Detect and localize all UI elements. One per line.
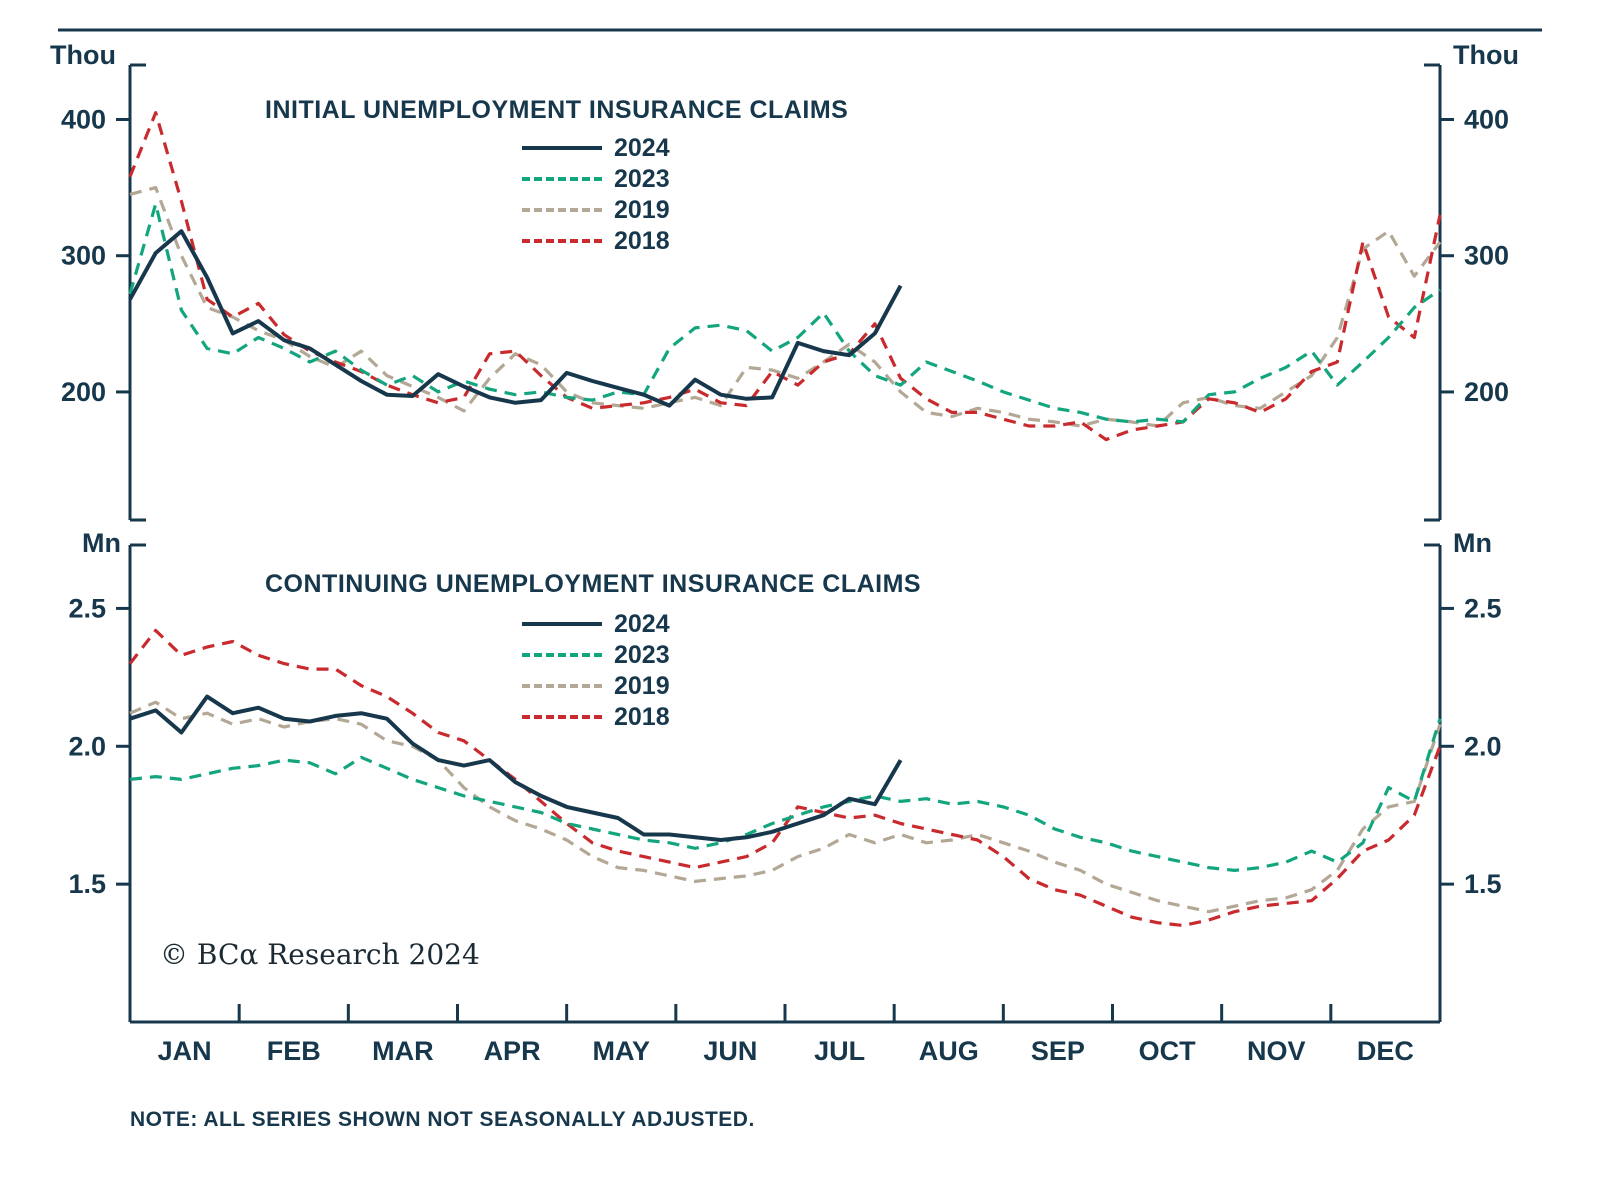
month-label-nov: NOV [1247, 1036, 1306, 1066]
svg-text:2.0: 2.0 [1464, 731, 1502, 761]
bottom-chart-title: CONTINUING UNEMPLOYMENT INSURANCE CLAIMS [265, 570, 922, 598]
legend-label: 2023 [614, 164, 670, 193]
legend-line-sample [522, 653, 602, 657]
legend-item-2024: 2024 [522, 609, 670, 638]
month-label-sep: SEP [1031, 1036, 1085, 1066]
top-chart-legend: 2024 2023 2019 2018 [522, 133, 670, 255]
month-label-mar: MAR [372, 1036, 434, 1066]
svg-text:1.5: 1.5 [68, 869, 106, 899]
svg-text:300: 300 [1464, 241, 1509, 271]
legend-line-sample [522, 146, 602, 150]
month-label-jul: JUL [814, 1036, 865, 1066]
legend-line-sample [522, 208, 602, 212]
month-label-jan: JAN [158, 1036, 212, 1066]
svg-text:400: 400 [1464, 104, 1509, 134]
legend-item-2018: 2018 [522, 702, 670, 731]
legend-line-sample [522, 622, 602, 626]
top-chart-title: INITIAL UNEMPLOYMENT INSURANCE CLAIMS [265, 96, 849, 124]
svg-text:200: 200 [61, 377, 106, 407]
svg-text:2.0: 2.0 [68, 731, 106, 761]
month-label-apr: APR [484, 1036, 541, 1066]
month-label-aug: AUG [919, 1036, 979, 1066]
legend-line-sample [522, 715, 602, 719]
legend-item-2019: 2019 [522, 671, 670, 700]
legend-label: 2024 [614, 609, 670, 638]
top-chart-unit-right: Thou [1453, 40, 1519, 70]
bottom-chart-unit-left: Mn [82, 528, 121, 558]
copyright: © BCα Research 2024 [160, 938, 480, 971]
bottom-chart-unit-right: Mn [1453, 528, 1492, 558]
legend-label: 2019 [614, 671, 670, 700]
legend-label: 2018 [614, 226, 670, 255]
month-label-may: MAY [592, 1036, 650, 1066]
legend-item-2019: 2019 [522, 195, 670, 224]
svg-text:2.5: 2.5 [1464, 593, 1502, 623]
legend-label: 2023 [614, 640, 670, 669]
svg-text:200: 200 [1464, 377, 1509, 407]
legend-line-sample [522, 177, 602, 181]
month-label-feb: FEB [267, 1036, 321, 1066]
legend-label: 2019 [614, 195, 670, 224]
legend-line-sample [522, 684, 602, 688]
legend-label: 2024 [614, 133, 670, 162]
svg-text:1.5: 1.5 [1464, 869, 1502, 899]
legend-item-2024: 2024 [522, 133, 670, 162]
legend-item-2023: 2023 [522, 164, 670, 193]
legend-item-2023: 2023 [522, 640, 670, 669]
svg-text:2.5: 2.5 [68, 593, 106, 623]
legend-line-sample [522, 239, 602, 243]
svg-text:300: 300 [61, 241, 106, 271]
svg-text:400: 400 [61, 104, 106, 134]
month-label-oct: OCT [1139, 1036, 1197, 1066]
top-chart-unit-left: Thou [50, 40, 116, 70]
legend-item-2018: 2018 [522, 226, 670, 255]
footnote: NOTE: ALL SERIES SHOWN NOT SEASONALLY AD… [130, 1108, 755, 1131]
bottom-chart-legend: 2024 2023 2019 2018 [522, 609, 670, 731]
month-label-dec: DEC [1357, 1036, 1414, 1066]
month-label-jun: JUN [703, 1036, 757, 1066]
legend-label: 2018 [614, 702, 670, 731]
